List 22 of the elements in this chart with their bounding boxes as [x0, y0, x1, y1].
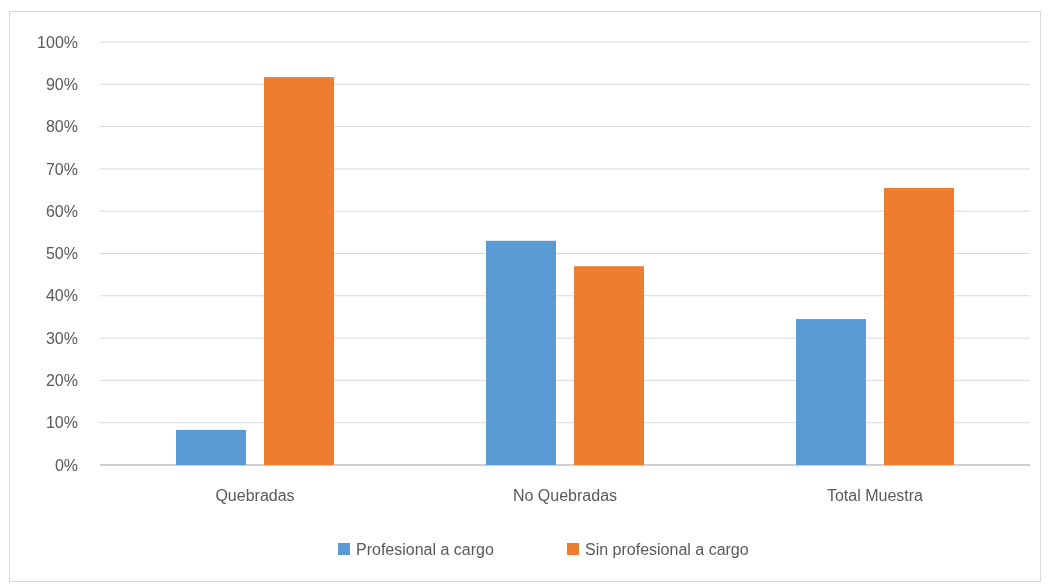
y-tick-label: 20%: [45, 372, 78, 389]
bar: [264, 77, 334, 465]
x-tick-label: No Quebradas: [512, 487, 618, 504]
bar: [176, 429, 246, 465]
x-tick-label: Total Muestra: [826, 487, 924, 504]
bar: [796, 319, 866, 465]
y-tick-label: 10%: [45, 414, 78, 432]
y-tick-label: 30%: [45, 329, 78, 347]
x-tick-label: Quebradas: [215, 487, 295, 504]
y-tick-label: 100%: [37, 33, 78, 51]
y-tick-label: 60%: [45, 202, 78, 220]
y-tick-label: 90%: [45, 75, 78, 93]
y-tick-label: 40%: [45, 287, 78, 305]
bar: [574, 266, 644, 465]
legend-label: Sin profesional a cargo: [585, 540, 749, 558]
y-tick-label: 50%: [45, 245, 78, 263]
bar: [486, 240, 556, 465]
legend-label: Profesional a cargo: [356, 540, 494, 558]
y-tick-label: 80%: [45, 118, 78, 136]
y-tick-label: 70%: [45, 160, 78, 178]
y-tick-label: 0%: [54, 456, 78, 474]
bar: [884, 187, 954, 465]
